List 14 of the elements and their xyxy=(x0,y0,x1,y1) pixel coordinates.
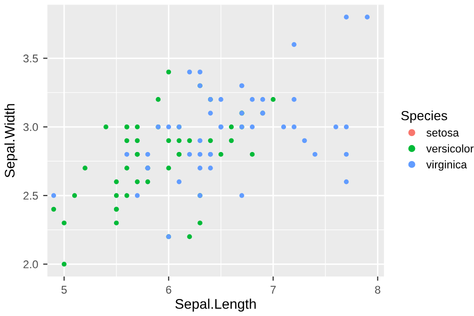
y-tick-label: 2.5 xyxy=(23,192,38,200)
legend-label: versicolor xyxy=(426,144,474,153)
x-tick-label: 6 xyxy=(166,286,172,294)
x-tick-label: 8 xyxy=(375,286,380,294)
y-tick-label: 3.0 xyxy=(23,123,38,132)
x-tick-label: 5 xyxy=(61,286,67,294)
legend-label: setosa xyxy=(426,129,459,137)
y-tick-label: 2.0 xyxy=(23,260,38,268)
y-axis-title: Sepal.Width xyxy=(4,104,18,178)
y-tick-label: 3.5 xyxy=(23,54,38,62)
legend-label: virginica xyxy=(426,160,467,171)
x-axis-title: Sepal.Length xyxy=(175,298,256,312)
x-tick-label: 7 xyxy=(270,286,276,294)
legend-title: Species xyxy=(401,110,448,123)
